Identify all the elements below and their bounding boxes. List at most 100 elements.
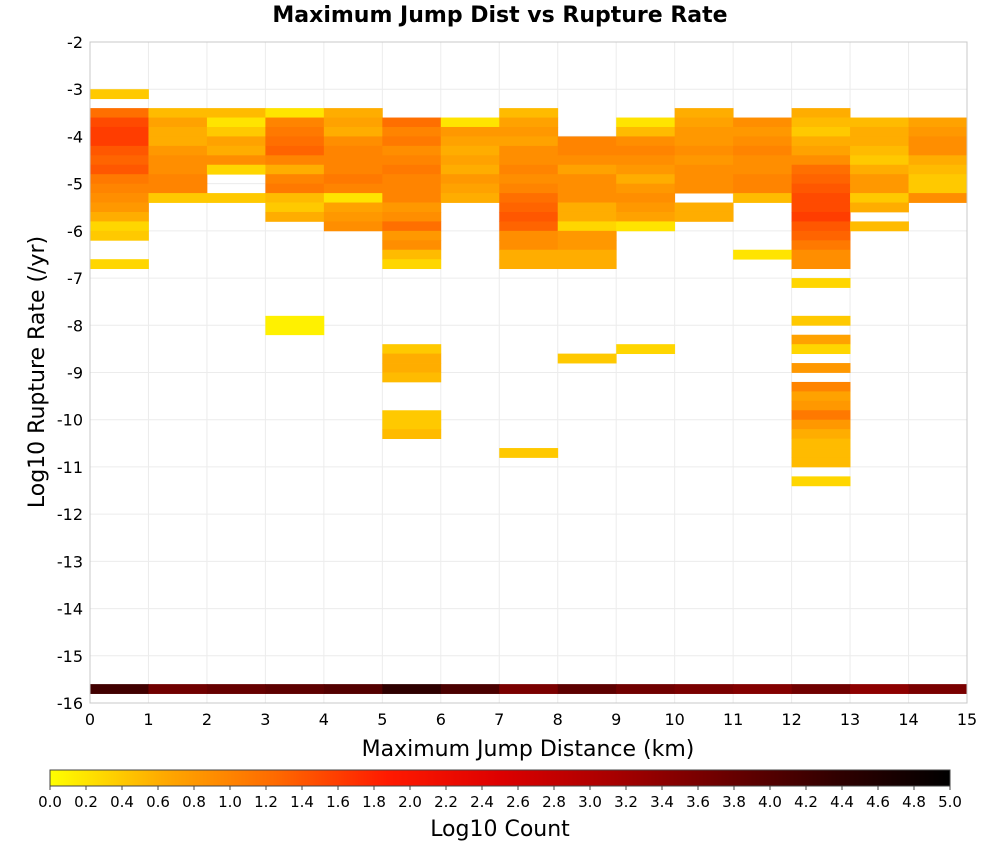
colorbar-tick-label: 1.8 <box>362 793 386 811</box>
heatmap-cell <box>791 183 851 194</box>
heatmap-cell <box>90 108 149 118</box>
y-tick-label: -5 <box>67 175 83 194</box>
heatmap-cell <box>148 164 208 175</box>
heatmap-cell <box>90 117 149 128</box>
heatmap-cell <box>206 136 266 147</box>
heatmap-cell <box>557 183 617 194</box>
heatmap-cell <box>616 155 676 166</box>
heatmap-cell <box>382 419 442 430</box>
heatmap-cell <box>382 410 442 421</box>
heatmap-cell <box>733 193 792 203</box>
heatmap-cell <box>791 457 851 468</box>
heatmap-cell <box>733 117 792 128</box>
heatmap-cell <box>791 164 851 175</box>
x-tick-label: 2 <box>202 710 212 729</box>
heatmap-cell <box>616 164 676 175</box>
heatmap-cell <box>557 136 617 147</box>
heatmap-cell <box>733 249 792 260</box>
heatmap-cell <box>616 193 676 203</box>
colorbar-tick-label: 5.0 <box>938 793 962 811</box>
heatmap-cell <box>440 145 500 156</box>
colorbar-tick-label: 3.4 <box>650 793 674 811</box>
heatmap-cell <box>265 108 325 118</box>
heatmap-cell <box>791 155 851 166</box>
heatmap-cell <box>206 684 266 694</box>
heatmap-cell <box>382 372 442 383</box>
heatmap-cell <box>382 174 442 185</box>
heatmap-cell <box>382 429 442 439</box>
heatmap-cell <box>616 174 676 185</box>
heatmap-cell <box>323 145 383 156</box>
y-tick-label: -10 <box>57 411 83 430</box>
y-tick-label: -4 <box>67 127 83 146</box>
heatmap-cell <box>850 145 909 156</box>
colorbar-tick-label: 3.8 <box>722 793 746 811</box>
heatmap-cell <box>265 193 325 203</box>
heatmap-cell <box>557 249 617 260</box>
heatmap-cell <box>206 164 266 175</box>
heatmap-cell <box>323 117 383 128</box>
heatmap-cell <box>499 136 559 147</box>
heatmap-cell <box>499 259 559 270</box>
colorbar-ticks: 0.0 0.2 0.4 0.6 0.8 1.0 1.2 1.4 1.6 1.8 2.0 2.2 2.4 2… <box>38 786 962 811</box>
heatmap-cell <box>616 684 676 694</box>
x-tick-label: 4 <box>319 710 329 729</box>
plot-frame <box>89 41 968 704</box>
heatmap-cell <box>674 211 734 222</box>
heatmap-cell <box>908 164 968 175</box>
heatmap-cell <box>616 202 676 213</box>
heatmap-cell <box>850 174 909 185</box>
heatmap-cell <box>265 126 325 137</box>
heatmap-cell <box>382 145 442 156</box>
heatmap-cell <box>908 174 968 185</box>
colorbar-tick-label: 4.4 <box>830 793 854 811</box>
heatmap-cell <box>850 193 909 203</box>
heatmap-cell <box>382 363 442 373</box>
heatmap-cell <box>148 174 208 185</box>
heatmap-cell <box>90 145 149 156</box>
heatmap-cell <box>850 183 909 194</box>
heatmap-cell <box>557 230 617 241</box>
heatmap-cell <box>791 211 851 222</box>
heatmap-cell <box>90 136 149 147</box>
colorbar-tick-label: 0.2 <box>74 793 98 811</box>
heatmap-cell <box>323 202 383 213</box>
heatmap-cell <box>791 117 851 128</box>
heatmap-cell <box>791 278 851 288</box>
heatmap-cell <box>908 684 968 694</box>
heatmap-cell <box>440 183 500 194</box>
heatmap-cell <box>148 183 208 194</box>
heatmap-cell <box>323 164 383 175</box>
heatmap-cell <box>90 230 149 241</box>
heatmap-cell <box>908 136 968 147</box>
heatmap-cell <box>908 145 968 156</box>
heatmap-cell <box>850 117 909 128</box>
colorbar-tick-label: 1.0 <box>218 793 242 811</box>
heatmap-cell <box>323 126 383 137</box>
heatmap-cell <box>323 221 383 232</box>
heatmap-cell <box>791 381 851 392</box>
heatmap-cell <box>499 211 559 222</box>
heatmap-cell <box>908 117 968 128</box>
heatmap-cell <box>791 400 851 411</box>
heatmap-cell <box>323 108 383 118</box>
heatmap-cell <box>908 193 968 203</box>
heatmap-cell <box>557 145 617 156</box>
heatmap-cell <box>557 353 617 364</box>
x-axis-ticks: 0 1 2 3 4 5 6 7 8 9 10 11 12 13 14 15 <box>85 710 977 729</box>
heatmap-cell <box>557 684 617 694</box>
heatmap-cell <box>148 136 208 147</box>
y-tick-label: -6 <box>67 222 83 241</box>
heatmap-cell <box>90 155 149 166</box>
heatmap-cell <box>382 259 442 270</box>
x-tick-label: 0 <box>85 710 95 729</box>
heatmap-cell <box>791 344 851 355</box>
heatmap-cell <box>908 126 968 137</box>
heatmap-cell <box>674 145 734 156</box>
x-tick-label: 5 <box>377 710 387 729</box>
heatmap-cell <box>674 155 734 166</box>
heatmap-cell <box>908 155 968 166</box>
heatmap-cell <box>499 117 559 128</box>
heatmap-cell <box>382 126 442 137</box>
